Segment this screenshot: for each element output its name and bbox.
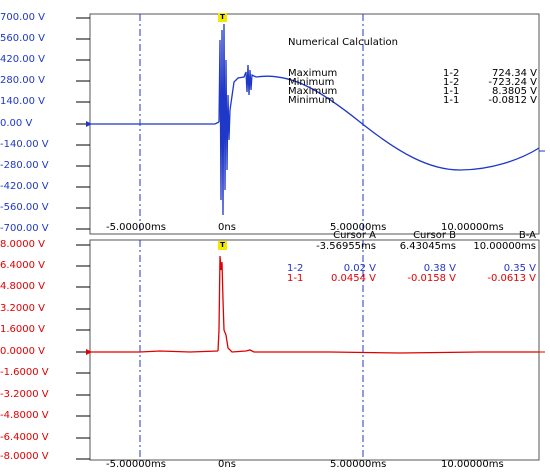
bottom-y-tick-label: -4.8000 V xyxy=(0,410,49,421)
bottom-plot-frame xyxy=(89,239,540,461)
top-y-tick-label: 140.00 V xyxy=(0,96,46,107)
calc-row-value: -723.24 V xyxy=(488,77,537,88)
top-x-tick-label: 10.00000ms xyxy=(441,222,504,233)
top-y-tick-label: 0.00 V xyxy=(0,118,33,129)
trace-1-1 xyxy=(90,255,539,354)
calc-title: Numerical Calculation xyxy=(288,37,398,48)
bottom-y-tick-label: -8.0000 V xyxy=(0,451,49,462)
cursor-row-ba: -0.0613 V xyxy=(487,273,536,284)
cursor-row-a: 0.02 V xyxy=(343,263,376,274)
bottom-y-tick-label: 0.0000 V xyxy=(0,346,46,357)
calc-row-channel: 1-2 xyxy=(443,77,460,88)
bottom-y-tick-label: 6.4000 V xyxy=(0,260,46,271)
calc-row-channel: 1-1 xyxy=(443,86,460,97)
top-trigger-marker[interactable]: T xyxy=(218,13,227,22)
cursor-row-ba: 0.35 V xyxy=(503,263,536,274)
cursor-ba-header: B-A xyxy=(518,230,536,241)
bottom-x-tick-label: 5.00000ms xyxy=(330,459,387,470)
top-ground-marker-icon[interactable] xyxy=(86,121,92,127)
top-x-tick-label: -5.00000ms xyxy=(106,222,166,233)
calc-row-name: Maximum xyxy=(288,68,338,79)
top-y-tick-marks xyxy=(76,17,90,230)
top-x-tick-label: 5.00000ms xyxy=(330,222,387,233)
bottom-y-tick-label: 4.8000 V xyxy=(0,281,46,292)
top-y-tick-label: -280.00 V xyxy=(0,160,49,171)
calc-row-channel: 1-2 xyxy=(443,68,460,79)
cursor-a-time: -3.56955ms xyxy=(316,241,376,252)
bottom-y-tick-label: 1.6000 V xyxy=(0,324,46,335)
bottom-x-tick-label: 10.00000ms xyxy=(441,459,504,470)
cursor-row-channel: 1-2 xyxy=(287,263,304,274)
bottom-y-tick-label: -3.2000 V xyxy=(0,389,49,400)
calc-row-value: 724.34 V xyxy=(491,68,537,79)
top-y-tick-label: 280.00 V xyxy=(0,75,46,86)
bottom-y-tick-marks xyxy=(76,244,90,460)
cursor-ba-time: 10.00000ms xyxy=(473,241,536,252)
cursor-row-a: 0.0454 V xyxy=(330,273,376,284)
top-y-tick-label: -700.00 V xyxy=(0,223,49,234)
bottom-y-tick-label: 8.0000 V xyxy=(0,239,46,250)
bottom-x-tick-label: 0ns xyxy=(218,459,236,470)
bottom-ground-marker-icon[interactable] xyxy=(86,349,92,355)
bottom-trigger-marker[interactable]: T xyxy=(218,241,227,250)
cursor-b-header: Cursor B xyxy=(413,230,456,241)
top-y-tick-label: 420.00 V xyxy=(0,54,46,65)
calc-row-value: 8.3805 V xyxy=(491,86,537,97)
cursor-a-header: Cursor A xyxy=(333,230,376,241)
cursor-row-b: 0.38 V xyxy=(423,263,456,274)
top-x-tick-label: 0ns xyxy=(218,222,236,233)
top-y-tick-label: -140.00 V xyxy=(0,139,49,150)
top-y-tick-label: -420.00 V xyxy=(0,181,49,192)
bottom-y-tick-label: -6.4000 V xyxy=(0,432,49,443)
bottom-y-tick-label: 3.2000 V xyxy=(0,303,46,314)
trace-1-2 xyxy=(90,23,540,216)
cursor-row-channel: 1-1 xyxy=(287,273,304,284)
calc-row-value: -0.0812 V xyxy=(488,95,537,106)
bottom-x-tick-label: -5.00000ms xyxy=(106,459,166,470)
bottom-y-tick-label: -1.6000 V xyxy=(0,367,49,378)
calc-row-name: Minimum xyxy=(288,77,335,88)
top-y-tick-label: 560.00 V xyxy=(0,33,46,44)
top-y-tick-label: 700.00 V xyxy=(0,12,46,23)
cursor-b-time: 6.43045ms xyxy=(399,241,456,252)
cursor-row-b: -0.0158 V xyxy=(407,273,456,284)
calc-row-name: Minimum xyxy=(288,95,335,106)
calc-row-name: Maximum xyxy=(288,86,338,97)
calc-row-channel: 1-1 xyxy=(443,95,460,106)
top-y-tick-label: -560.00 V xyxy=(0,202,49,213)
